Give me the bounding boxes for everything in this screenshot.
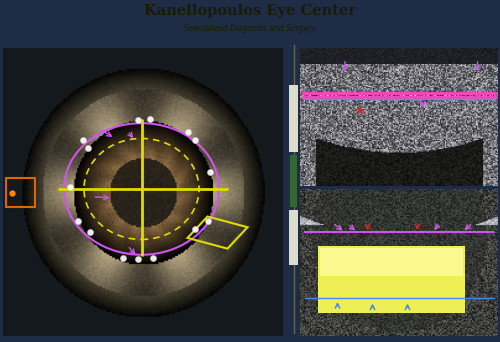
- Bar: [6, 178, 35, 207]
- Bar: [289, 210, 298, 265]
- Bar: [289, 85, 298, 152]
- Bar: [290, 155, 297, 207]
- Bar: [320, 248, 462, 276]
- Text: Specialized Diagnosis and Surgery: Specialized Diagnosis and Surgery: [184, 24, 316, 32]
- Text: Kanellopoulos Eye Center: Kanellopoulos Eye Center: [144, 4, 356, 18]
- Bar: [318, 246, 465, 313]
